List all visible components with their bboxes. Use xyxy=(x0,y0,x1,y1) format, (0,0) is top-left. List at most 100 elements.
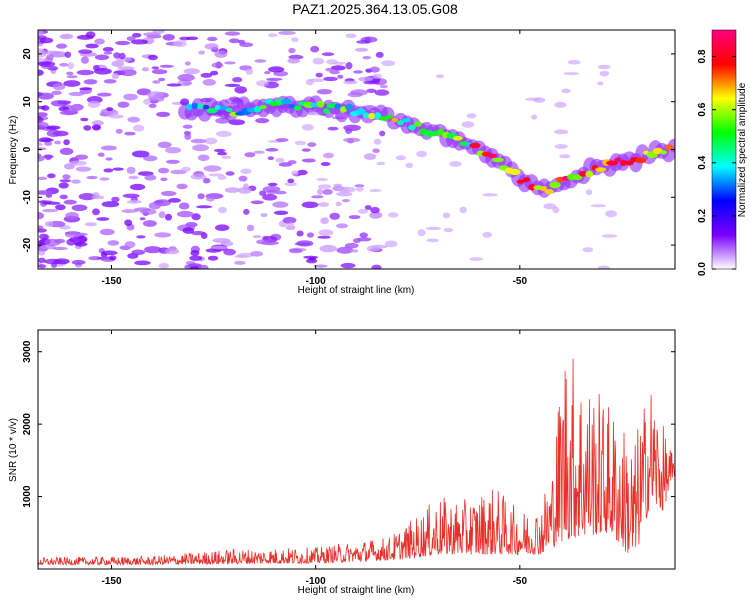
snr-y-axis-label: SNR (10 * v/v) xyxy=(8,418,19,482)
noise-speckle xyxy=(426,238,439,243)
noise-speckle xyxy=(585,189,593,196)
noise-speckle xyxy=(287,160,297,165)
noise-speckle xyxy=(207,255,219,261)
noise-speckle xyxy=(92,208,100,216)
noise-speckle xyxy=(131,150,150,158)
spectrogram-y-ticks: -20 -10 0 10 20 xyxy=(22,48,675,252)
y-tick-label: 10 xyxy=(22,96,33,108)
noise-speckle xyxy=(317,235,331,239)
noise-speckle xyxy=(244,152,256,158)
noise-speckle xyxy=(156,111,171,117)
noise-speckle xyxy=(373,138,382,145)
noise-speckle xyxy=(85,43,99,49)
noise-speckle xyxy=(362,56,372,60)
noise-speckle xyxy=(79,87,93,91)
ridge-blob xyxy=(413,121,422,127)
noise-speckle xyxy=(206,196,215,202)
noise-speckle xyxy=(47,173,56,179)
noise-speckle xyxy=(348,215,361,220)
noise-speckle xyxy=(70,103,84,111)
noise-speckle xyxy=(268,66,285,73)
colorbar-tick-label: 0.8 xyxy=(697,49,708,63)
noise-speckle xyxy=(123,93,138,101)
ridge-blob xyxy=(469,142,481,149)
noise-speckle xyxy=(111,73,119,80)
ridge-blob xyxy=(452,135,463,141)
noise-speckle xyxy=(123,209,134,213)
noise-speckle xyxy=(372,73,382,79)
noise-speckle xyxy=(182,81,192,86)
noise-speckle xyxy=(119,69,137,77)
noise-speckle xyxy=(83,125,92,131)
noise-speckle xyxy=(190,173,207,180)
noise-speckle xyxy=(239,42,254,47)
noise-speckle xyxy=(109,255,117,261)
noise-speckle xyxy=(92,64,100,71)
ridge-blob xyxy=(378,116,389,121)
noise-speckle xyxy=(272,201,289,208)
noise-speckle xyxy=(533,97,546,103)
ridge-blob xyxy=(614,157,622,162)
noise-speckle xyxy=(291,170,299,176)
noise-speckle xyxy=(288,47,296,54)
noise-speckle xyxy=(191,231,206,236)
noise-speckle xyxy=(195,205,213,209)
noise-speckle xyxy=(190,266,199,269)
ridge-blob xyxy=(206,108,218,114)
noise-speckle xyxy=(173,40,187,48)
noise-speckle xyxy=(354,184,365,188)
noise-speckle xyxy=(99,228,115,236)
noise-speckle xyxy=(204,137,218,145)
noise-speckle xyxy=(214,50,228,58)
noise-speckle xyxy=(131,249,146,256)
noise-speckle xyxy=(278,31,296,35)
noise-speckle xyxy=(84,222,97,227)
noise-speckle xyxy=(52,246,68,251)
noise-speckle xyxy=(38,264,47,269)
noise-speckle xyxy=(115,40,131,46)
noise-speckle xyxy=(350,249,359,253)
noise-speckle xyxy=(106,107,114,112)
y-tick-label: 2000 xyxy=(22,413,33,436)
noise-speckle xyxy=(151,69,168,75)
noise-speckle xyxy=(134,260,151,266)
y-tick-label: -20 xyxy=(22,237,33,252)
noise-speckle xyxy=(243,208,250,215)
noise-speckle xyxy=(217,175,227,180)
x-tick-label: -150 xyxy=(101,276,121,287)
noise-speckle xyxy=(232,77,243,83)
y-tick-label: 3000 xyxy=(22,340,33,363)
noise-speckle xyxy=(336,223,348,229)
noise-speckle xyxy=(443,227,454,233)
noise-speckle xyxy=(68,91,85,97)
noise-speckle xyxy=(221,155,232,159)
noise-speckle xyxy=(38,92,54,100)
noise-speckle xyxy=(372,148,380,153)
ridge-blob xyxy=(191,102,198,110)
noise-speckle xyxy=(111,196,120,203)
noise-speckle xyxy=(405,162,414,168)
noise-speckle xyxy=(67,62,75,70)
snr-x-axis-label: Height of straight line (km) xyxy=(298,585,415,596)
noise-speckle xyxy=(288,54,304,60)
colorbar-tick-label: 0.6 xyxy=(697,102,708,116)
y-tick-label: 0 xyxy=(22,146,33,152)
noise-speckle xyxy=(158,262,169,269)
x-tick-label: -100 xyxy=(306,576,326,587)
noise-speckle xyxy=(126,166,136,174)
noise-speckle xyxy=(191,213,201,221)
noise-speckle xyxy=(554,101,567,108)
noise-speckle xyxy=(92,192,100,198)
noise-speckle xyxy=(338,186,349,193)
noise-speckle xyxy=(168,198,181,203)
ridge-blob xyxy=(322,108,330,114)
noise-speckle xyxy=(582,247,594,253)
noise-speckle xyxy=(381,60,396,67)
noise-speckle xyxy=(198,50,205,55)
noise-speckle xyxy=(267,156,274,160)
noise-speckle xyxy=(91,124,102,131)
noise-speckle xyxy=(336,191,353,197)
noise-speckle xyxy=(345,61,353,70)
noise-speckle xyxy=(482,193,498,197)
noise-speckle xyxy=(103,51,113,55)
